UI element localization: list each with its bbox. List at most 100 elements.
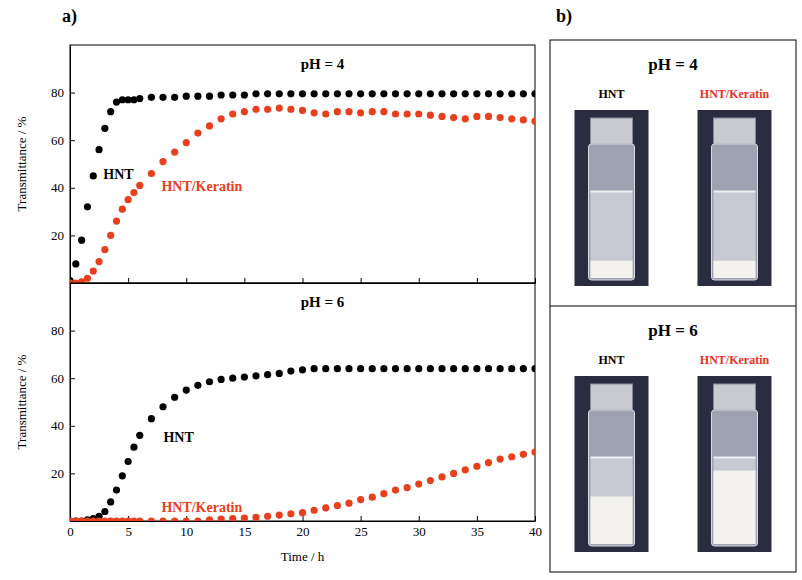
- chart-title: pH = 6: [301, 294, 345, 310]
- data-point: [159, 403, 166, 410]
- data-point: [136, 517, 143, 521]
- data-point: [357, 90, 364, 97]
- data-point: [392, 365, 399, 372]
- data-point: [183, 387, 190, 394]
- data-point: [380, 490, 387, 497]
- x-tick-mark: [303, 516, 304, 521]
- data-point: [148, 94, 155, 101]
- data-point: [357, 496, 364, 503]
- data-point: [125, 196, 132, 203]
- vial-liquid: [591, 192, 633, 278]
- y-axis: 20406080: [51, 284, 75, 522]
- x-tick-label: 25: [355, 524, 368, 539]
- vial-cap: [714, 384, 756, 410]
- y-tick: 20: [51, 466, 75, 481]
- data-point: [450, 365, 457, 372]
- y-tick-mark: [70, 140, 75, 141]
- panel-letter: a): [62, 6, 77, 27]
- data-point: [369, 365, 376, 372]
- data-point: [438, 113, 445, 120]
- data-point: [84, 203, 91, 210]
- y-tick-mark: [70, 378, 75, 379]
- data-point: [311, 365, 318, 372]
- photo-background: [698, 110, 772, 286]
- x-tick-mark: [361, 516, 362, 521]
- data-point: [369, 90, 376, 97]
- data-point: [450, 90, 457, 97]
- y-axis-line: [70, 284, 71, 522]
- data-point: [276, 511, 283, 518]
- x-tick-label: 15: [238, 524, 251, 539]
- data-point: [95, 146, 102, 153]
- y-tick-mark: [70, 235, 75, 236]
- data-point: [287, 106, 294, 113]
- data-point: [520, 451, 527, 458]
- x-tick-label: 10: [180, 524, 193, 539]
- data-point: [159, 158, 166, 165]
- data-point: [404, 90, 411, 97]
- x-tick-mark: [535, 278, 536, 283]
- data-point: [357, 109, 364, 116]
- data-point: [299, 90, 306, 97]
- data-point: [218, 91, 225, 98]
- data-point: [241, 108, 248, 115]
- data-point: [229, 375, 236, 382]
- data-point: [438, 365, 445, 372]
- x-tick: 40: [529, 516, 542, 539]
- vial-glass: [589, 410, 635, 546]
- data-point: [130, 444, 137, 451]
- data-point: [299, 509, 306, 516]
- series: [70, 90, 535, 283]
- data-point: [241, 91, 248, 98]
- photo-background: [698, 376, 772, 552]
- vial-glass: [712, 410, 758, 546]
- vial-label: HNT/Keratin: [700, 353, 770, 367]
- photo-background: [575, 376, 649, 552]
- data-point: [485, 90, 492, 97]
- data-marks: [70, 365, 535, 521]
- data-point: [508, 365, 515, 372]
- plot-frame: [70, 45, 535, 283]
- data-point: [438, 90, 445, 97]
- y-axis: 20406080: [51, 46, 75, 284]
- data-point: [427, 477, 434, 484]
- data-point: [206, 122, 213, 129]
- series-label: HNT: [163, 430, 194, 445]
- data-point: [404, 365, 411, 372]
- data-point: [119, 206, 126, 213]
- y-tick-label: 40: [51, 418, 64, 433]
- data-point: [130, 189, 137, 196]
- data-point: [473, 463, 480, 470]
- data-point: [183, 93, 190, 100]
- data-point: [171, 149, 178, 156]
- plot-panel: 204060800510152025303540Transmittance / …: [14, 283, 542, 564]
- data-point: [90, 172, 97, 179]
- data-point: [334, 108, 341, 115]
- y-tick: 60: [51, 133, 75, 148]
- data-point: [415, 365, 422, 372]
- series-label: HNT/Keratin: [161, 179, 242, 194]
- panel-frame: [550, 40, 796, 572]
- data-point: [404, 110, 411, 117]
- data-point: [159, 94, 166, 101]
- data-point: [264, 90, 271, 97]
- x-tick: [535, 278, 536, 283]
- figure: a)20406080Transmittance / %HNTHNT/Kerati…: [0, 0, 802, 580]
- data-point: [229, 91, 236, 98]
- data-point: [276, 370, 283, 377]
- data-point: [241, 515, 248, 521]
- x-tick-mark: [419, 516, 420, 521]
- data-point: [148, 415, 155, 422]
- data-point: [101, 125, 108, 132]
- vial-liquid: [591, 458, 633, 544]
- data-point: [194, 382, 201, 389]
- x-tick-label: 35: [471, 524, 484, 539]
- data-point: [90, 268, 97, 275]
- data-point: [380, 108, 387, 115]
- data-point: [404, 484, 411, 491]
- x-tick-label: 40: [529, 524, 542, 539]
- x-tick-mark: [419, 278, 420, 283]
- x-tick: [186, 278, 187, 283]
- x-tick-label: 0: [67, 524, 74, 539]
- data-point: [392, 486, 399, 493]
